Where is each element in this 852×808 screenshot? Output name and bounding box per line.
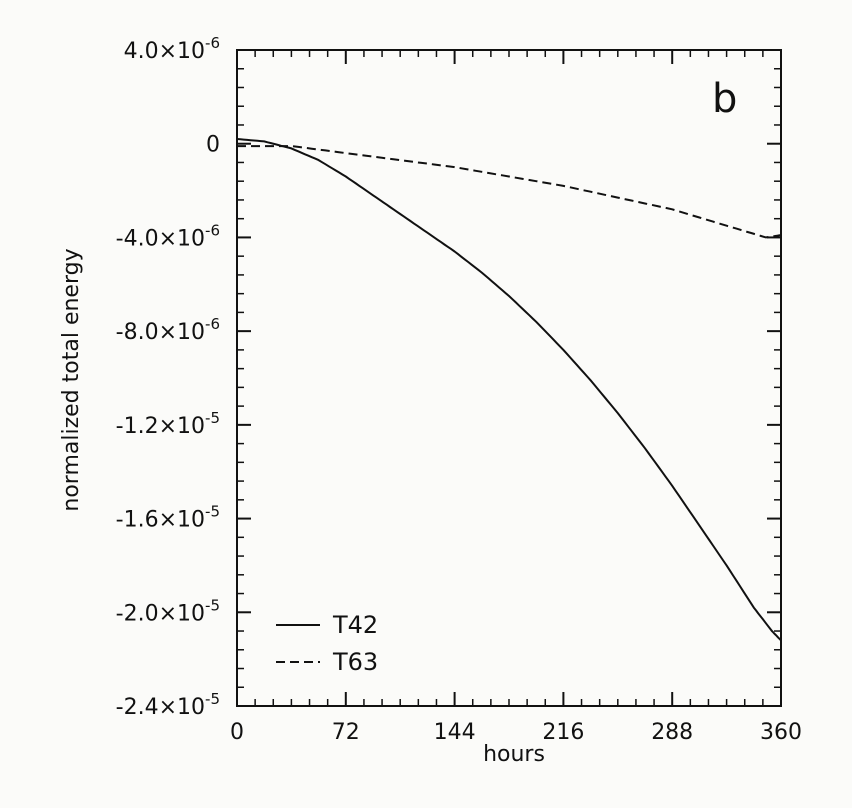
x-tick-label: 72: [332, 720, 360, 745]
legend-label-t63: T63: [332, 648, 378, 676]
y-tick-label: -4.0×10-6: [116, 221, 220, 251]
y-tick-label: -1.2×10-5: [116, 409, 220, 439]
x-tick-label: 288: [651, 720, 693, 745]
y-tick-label: 0: [206, 133, 220, 158]
y-tick-label: -1.6×10-5: [116, 503, 220, 533]
y-axis-title: normalized total energy: [59, 248, 84, 511]
legend-label-t42: T42: [332, 611, 378, 639]
legend: T42 T63: [276, 611, 378, 676]
series-line-t63: [237, 145, 782, 239]
plot-frame: [236, 49, 782, 707]
y-tick-label: -2.4×10-5: [116, 690, 220, 720]
y-tick-label: -8.0×10-6: [116, 315, 220, 345]
y-tick-label: -2.0×10-5: [116, 596, 220, 626]
series-group: [236, 138, 782, 642]
series-line-t42: [236, 138, 782, 642]
panel-label: b: [712, 76, 737, 122]
x-tick-label: 144: [434, 720, 476, 745]
y-tick-label: 4.0×10-6: [124, 34, 220, 64]
x-tick-label: 0: [230, 720, 244, 745]
y-axis-ticks: 4.0×10-6 0 -4.0×10-6 -8.0×10-6 -1.2×10-5 -1.6…: [116, 34, 781, 720]
x-axis-ticks: 0 72 144 216 288 360: [230, 50, 802, 745]
x-tick-label: 360: [760, 720, 802, 745]
x-tick-label: 216: [542, 720, 584, 745]
x-axis-title: hours: [483, 742, 545, 767]
